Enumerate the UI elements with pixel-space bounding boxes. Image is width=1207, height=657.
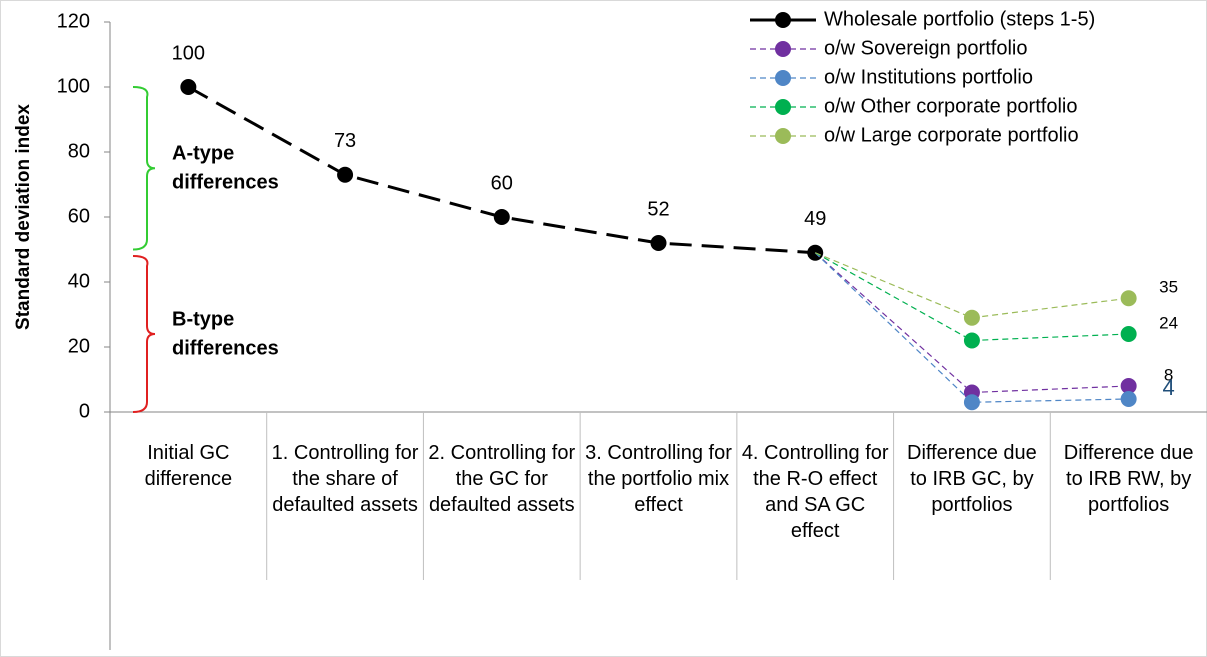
data-label: 8: [1164, 365, 1173, 384]
data-label: 24: [1159, 313, 1178, 332]
data-point: [337, 166, 354, 183]
annotation-text: differences: [172, 337, 279, 359]
data-point: [650, 235, 667, 251]
data-point: [180, 79, 197, 95]
legend-label: o/w Institutions portfolio: [824, 66, 1033, 88]
x-tick-label: Initial GC difference: [144, 442, 233, 490]
y-tick-label: 0: [79, 400, 90, 422]
legend-marker: [775, 12, 791, 28]
series-line: [814, 252, 1129, 319]
legend-label: o/w Large corporate portfolio: [824, 124, 1079, 146]
data-label: 73: [334, 130, 356, 152]
data-label: 60: [491, 172, 513, 194]
data-label: 52: [647, 198, 669, 220]
data-point: [963, 332, 980, 349]
x-tick-label: 4. Controlling for the R-O effect and SA…: [741, 442, 889, 542]
data-point: [1120, 378, 1137, 394]
data-point: [963, 394, 980, 411]
annotation-text: A-type: [172, 143, 234, 165]
series-line: [187, 85, 816, 255]
y-tick-label: 80: [68, 140, 90, 162]
y-tick-label: 120: [57, 10, 90, 32]
series-line: [814, 252, 1129, 394]
series-line: [814, 252, 1129, 403]
legend-label: Wholesale portfolio (steps 1-5): [824, 8, 1095, 30]
y-tick-label: 20: [68, 335, 90, 357]
legend-marker: [775, 41, 791, 57]
y-axis-label: Standard deviation index: [13, 104, 34, 330]
x-tick-label: 1. Controlling for the share of defaulte…: [271, 442, 419, 516]
bracket: [132, 86, 156, 251]
bracket: [132, 255, 156, 413]
data-point: [1120, 326, 1137, 342]
data-label: 4: [1163, 375, 1175, 400]
annotation-text: B-type: [172, 308, 234, 330]
data-point: [1120, 391, 1137, 407]
legend-marker: [775, 99, 791, 115]
data-label: 100: [172, 42, 205, 64]
x-tick-label: 3. Controlling for the portfolio mix eff…: [585, 442, 732, 516]
y-tick-label: 60: [68, 205, 90, 227]
annotation-text: differences: [172, 172, 279, 194]
data-label: 35: [1159, 278, 1178, 297]
data-point: [963, 309, 980, 326]
legend-marker: [775, 128, 791, 144]
legend-label: o/w Sovereign portfolio: [824, 37, 1027, 59]
legend-label: o/w Other corporate portfolio: [824, 95, 1077, 117]
series-line: [814, 252, 1129, 342]
x-tick-label: Difference due to IRB GC, by portfolios: [907, 442, 1037, 516]
x-tick-label: 2. Controlling for the GC for defaulted …: [428, 442, 576, 516]
legend-marker: [775, 70, 791, 86]
data-label: 49: [804, 208, 826, 230]
x-tick-label: Difference due to IRB RW, by portfolios: [1063, 442, 1194, 516]
data-point: [1120, 290, 1137, 307]
y-tick-label: 100: [57, 75, 90, 97]
y-tick-label: 40: [68, 270, 90, 292]
data-point: [493, 209, 510, 225]
